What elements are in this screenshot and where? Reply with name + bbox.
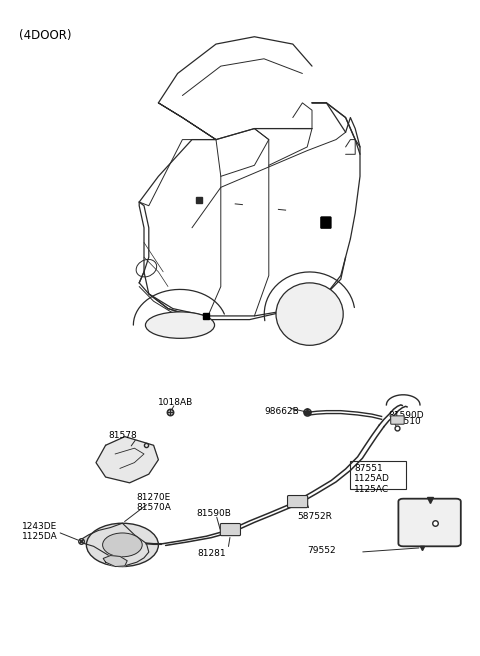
Bar [350, 461, 406, 489]
Circle shape [86, 523, 158, 567]
Text: 1243DE
1125DA: 1243DE 1125DA [22, 522, 57, 541]
Polygon shape [82, 523, 149, 567]
Text: 81270E
81570A: 81270E 81570A [137, 493, 172, 512]
Text: 81590B: 81590B [197, 509, 232, 518]
Polygon shape [96, 437, 158, 483]
Ellipse shape [145, 312, 215, 338]
FancyBboxPatch shape [321, 216, 331, 228]
Text: 69510: 69510 [393, 417, 421, 426]
Circle shape [103, 533, 142, 557]
Text: 98662B: 98662B [264, 407, 299, 416]
FancyBboxPatch shape [220, 523, 240, 536]
FancyBboxPatch shape [391, 416, 404, 424]
Text: (4DOOR): (4DOOR) [19, 30, 72, 43]
Text: 58752R: 58752R [298, 512, 333, 521]
Text: 1018AB: 1018AB [157, 398, 193, 407]
FancyBboxPatch shape [288, 495, 308, 508]
FancyBboxPatch shape [398, 499, 461, 546]
Text: 81281: 81281 [197, 549, 226, 558]
Polygon shape [103, 556, 127, 567]
Text: 79552: 79552 [307, 546, 336, 556]
Ellipse shape [276, 283, 343, 345]
Text: 81590D: 81590D [389, 411, 424, 420]
Text: 81578: 81578 [108, 431, 137, 440]
Text: 87551
1125AD
1125AC: 87551 1125AD 1125AC [354, 464, 390, 494]
